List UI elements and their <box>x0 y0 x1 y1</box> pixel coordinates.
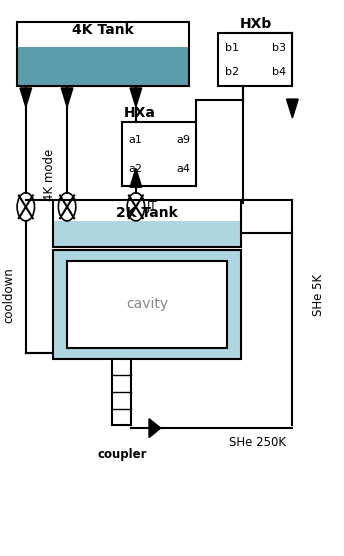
Polygon shape <box>61 88 73 107</box>
Text: SHe 250K: SHe 250K <box>229 435 286 449</box>
Polygon shape <box>149 419 161 438</box>
Text: 4K mode: 4K mode <box>43 149 56 201</box>
Text: cavity: cavity <box>126 297 168 311</box>
Text: coupler: coupler <box>97 448 147 460</box>
Bar <box>112 359 131 425</box>
Polygon shape <box>130 168 142 187</box>
Bar <box>218 33 292 86</box>
Text: HXa: HXa <box>124 106 156 120</box>
Bar <box>67 261 227 348</box>
Text: a2: a2 <box>128 164 142 174</box>
Bar <box>17 47 189 86</box>
Text: a4: a4 <box>176 164 190 174</box>
Bar <box>53 200 241 247</box>
Text: b3: b3 <box>272 43 286 53</box>
Text: 2K Tank: 2K Tank <box>116 206 178 220</box>
Text: HXb: HXb <box>239 17 271 31</box>
Text: b4: b4 <box>272 67 286 77</box>
Bar <box>53 221 241 247</box>
Bar <box>17 22 189 86</box>
Text: b2: b2 <box>225 67 239 77</box>
Bar <box>122 122 196 186</box>
Text: JT: JT <box>146 200 157 214</box>
Bar <box>53 200 241 221</box>
Text: SHe 5K: SHe 5K <box>312 274 325 316</box>
Polygon shape <box>130 88 142 107</box>
Bar <box>53 250 241 359</box>
Text: a9: a9 <box>176 135 190 145</box>
Text: 4K Tank: 4K Tank <box>72 23 134 37</box>
Text: a1: a1 <box>128 135 142 145</box>
Text: cooldown: cooldown <box>2 267 15 322</box>
Polygon shape <box>20 88 32 107</box>
Bar <box>17 22 189 47</box>
Text: b1: b1 <box>225 43 239 53</box>
Polygon shape <box>287 99 298 118</box>
